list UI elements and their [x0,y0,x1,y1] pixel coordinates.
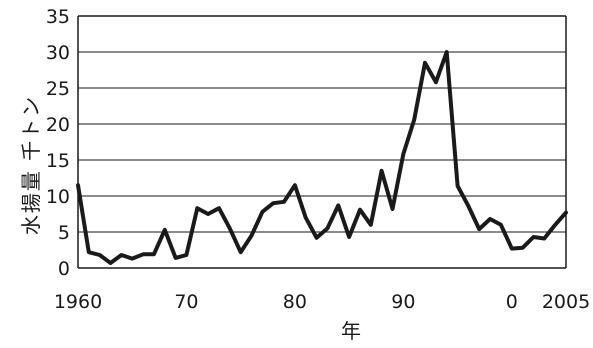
y-tick-labels: 0 5 10 15 20 25 30 35 [46,6,70,280]
y-tick-label: 0 [58,258,70,280]
y-tick-label: 30 [46,42,70,64]
x-tick-label: 70 [174,291,198,313]
axes [77,15,567,269]
y-tick-label: 35 [46,6,70,28]
data-series [76,50,568,265]
x-tick-label: 80 [283,291,307,313]
y-tick-label: 15 [46,150,70,172]
y-tick-label: 10 [46,186,70,208]
y-axis-label: 水揚量 千トン [19,95,43,235]
y-tick-label: 5 [58,222,70,244]
x-axis-label: 年 [341,319,361,343]
y-tick-label: 20 [46,114,70,136]
y-tick-label: 25 [46,78,70,100]
grid-lines [78,51,566,233]
x-tick-label: 2005 [542,291,590,313]
series-line-0 [76,50,568,265]
x-tick-label: 1960 [54,291,102,313]
x-tick-label: 90 [391,291,415,313]
x-tick-label: 0 [506,291,518,313]
x-tick-labels: 1960 70 80 90 0 2005 [54,291,590,313]
